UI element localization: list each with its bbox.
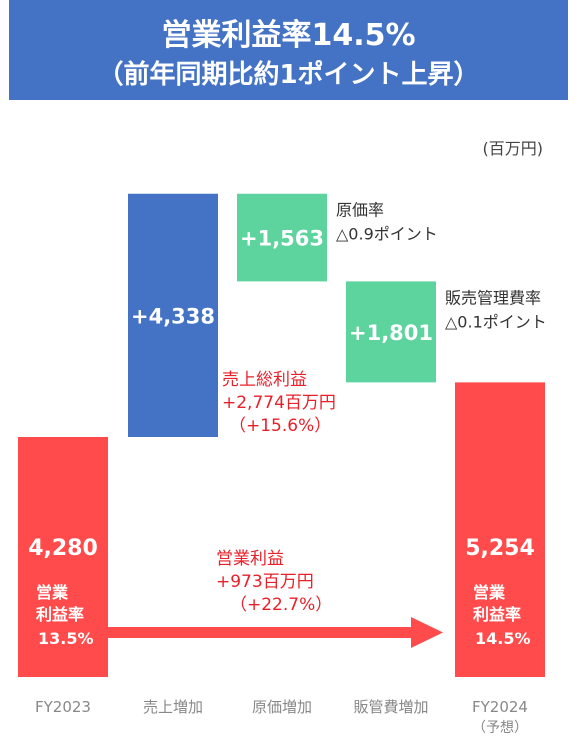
bar-note: 利益率	[473, 605, 521, 624]
bar-value-label: +1,563	[240, 227, 324, 251]
banner-title: 営業利益率14.5%	[161, 18, 416, 53]
bar-value-label: 5,254	[465, 536, 535, 561]
gross-profit-callout: （+15.6%）	[229, 416, 331, 436]
bar-4	[455, 382, 545, 677]
title-banner: 営業利益率14.5% （前年同期比約1ポイント上昇）	[9, 0, 568, 100]
bar-2	[237, 193, 327, 282]
bar-value-label: +1,801	[349, 321, 433, 345]
bar-note: 営業	[473, 583, 506, 602]
category-label: 販管費増加	[353, 698, 428, 716]
bar-annotation: △0.1ポイント	[445, 312, 547, 331]
bar-annotation: △0.9ポイント	[336, 225, 438, 244]
category-label: FY2023	[35, 698, 91, 716]
category-sub-label: （予想）	[472, 720, 528, 736]
banner-subtitle: （前年同期比約1ポイント上昇）	[97, 60, 480, 90]
category-label: 原価増加	[252, 698, 312, 716]
bar-value-label: +4,338	[131, 304, 215, 328]
bar-value-label: 4,280	[28, 536, 98, 561]
growth-arrow-shaft	[108, 627, 413, 638]
unit-label: (百万円)	[483, 139, 544, 158]
operating-profit-callout: 営業利益	[216, 549, 284, 569]
gross-profit-callout: +2,774百万円	[222, 393, 336, 413]
bar-annotation: 販売管理費率	[445, 288, 541, 307]
gross-profit-callout: 売上総利益	[222, 370, 307, 390]
category-label: 売上増加	[143, 698, 203, 716]
bar-0	[18, 437, 108, 677]
bar-1	[128, 193, 218, 437]
category-label: FY2024	[472, 698, 528, 716]
bar-note: 14.5%	[475, 629, 531, 648]
bar-note: 13.5%	[38, 629, 94, 648]
operating-profit-callout: +973百万円	[216, 572, 314, 592]
bar-note: 利益率	[36, 605, 84, 624]
bar-note: 営業	[36, 583, 69, 602]
operating-profit-callout: （+22.7%）	[230, 595, 332, 615]
bar-3	[346, 281, 436, 383]
bar-annotation: 原価率	[336, 201, 384, 220]
growth-arrow-head	[411, 617, 443, 648]
